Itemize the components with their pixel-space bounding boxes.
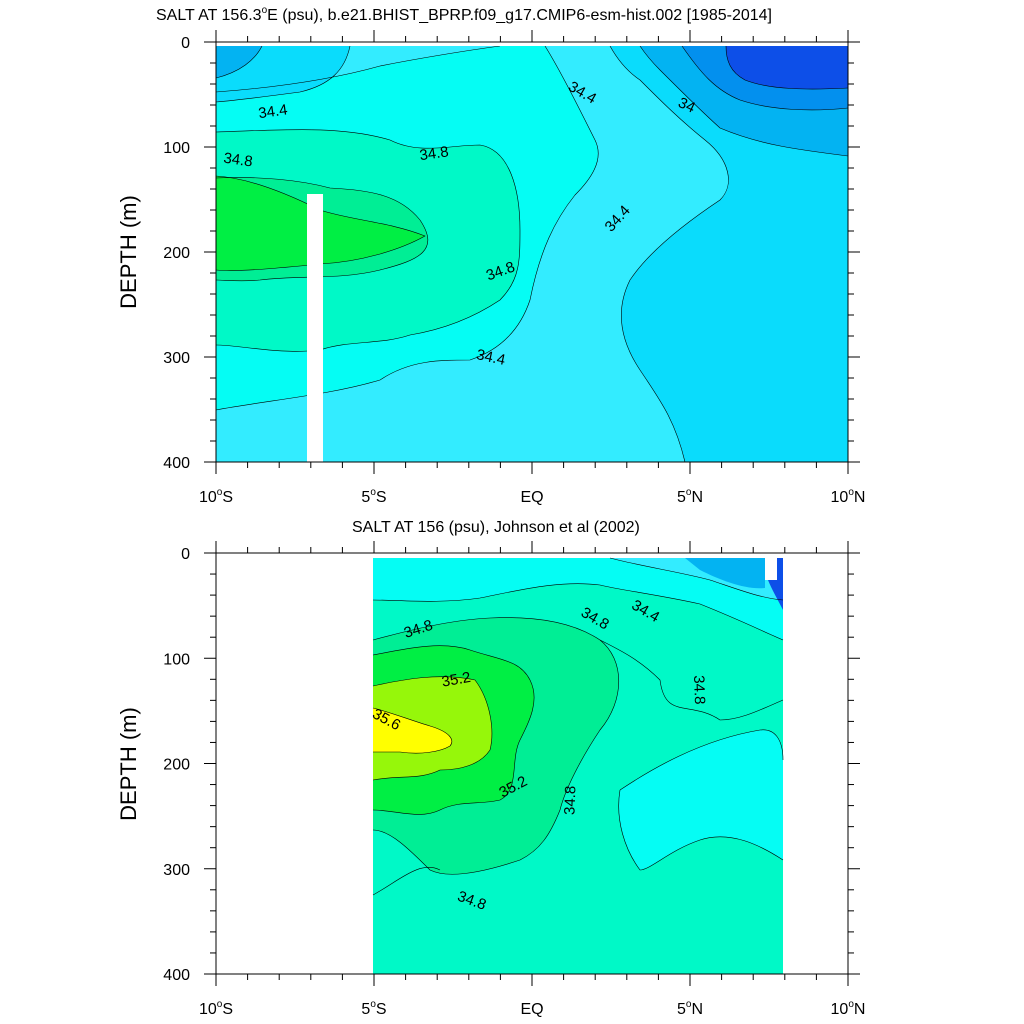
top-xtick-label-0: 10oS (199, 487, 233, 506)
top-ytick-label-2: 200 (163, 245, 190, 262)
top-ytick-label-0: 0 (181, 35, 190, 52)
top-panel: SALT AT 156.3oE (psu), b.e21.BHIST_BPRP.… (116, 5, 865, 506)
top-title-degree: o (262, 5, 268, 16)
bottom-xtick-label-1: 5oS (361, 999, 386, 1018)
bottom-missing-block (765, 558, 777, 580)
top-contour-label-6: 34 (675, 94, 697, 116)
bottom-axes: 0 100 200 300 400 10oS 5oS EQ 5oN 10oN (163, 541, 865, 1018)
bottom-plot-area: 34.8 34.8 34.435.235.635.2 34.834.834.8 (370, 557, 784, 974)
bottom-ylabel: DEPTH (m) (116, 707, 141, 821)
top-axes: 0 100 200 300 400 10oS 5oS EQ 5oN 10oN (163, 30, 865, 506)
top-title: SALT AT 156.3oE (psu), b.e21.BHIST_BPRP.… (156, 5, 772, 24)
top-contour-label-0: 34.4 (257, 101, 288, 122)
bottom-contour-label-7: 34.8 (690, 675, 708, 705)
bottom-contour-label-6: 34.8 (561, 785, 579, 815)
bottom-contours (372, 557, 784, 896)
top-missing-data-strip (307, 194, 323, 462)
top-ytick-label-1: 100 (163, 140, 190, 157)
top-region-34p2 (610, 46, 848, 462)
bottom-panel: SALT AT 156 (psu), Johnson et al (2002) (116, 519, 865, 1018)
top-title-main: SALT AT 156.3 (156, 7, 262, 24)
top-xtick-label-1: 5oS (361, 487, 386, 506)
top-xtick-label-4: 10oN (831, 487, 866, 506)
top-xtick-label-3: 5oN (677, 487, 703, 506)
top-xtick-label-2: EQ (520, 489, 543, 506)
bottom-band-35p6 (373, 708, 452, 754)
bottom-xtick-label-2: EQ (520, 1001, 543, 1018)
bottom-east-lens (618, 729, 783, 870)
bottom-ytick-label-2: 200 (163, 757, 190, 774)
bottom-ytick-label-4: 400 (163, 967, 190, 984)
top-contour-label-4: 34.4 (475, 346, 507, 369)
bottom-surface-layer (373, 558, 783, 640)
top-ytick-label-4: 400 (163, 455, 190, 472)
bottom-title: SALT AT 156 (psu), Johnson et al (2002) (352, 519, 640, 536)
bottom-xtick-label-0: 10oS (199, 999, 233, 1018)
bottom-contour-label-3: 35.2 (440, 669, 472, 691)
top-surface-gap (216, 42, 848, 46)
bottom-ytick-label-1: 100 (163, 651, 190, 668)
top-title-rest: E (psu), b.e21.BHIST_BPRP.f09_g17.CMIP6-… (267, 7, 772, 24)
top-west-34p0 (216, 46, 262, 78)
bottom-ytick-label-3: 300 (163, 862, 190, 879)
bottom-surface-34 (685, 558, 765, 589)
top-contour-label-2: 34.8 (418, 143, 449, 164)
bottom-xtick-label-3: 5oN (677, 999, 703, 1018)
top-ytick-label-3: 300 (163, 350, 190, 367)
top-contour-label-1: 34.8 (222, 150, 253, 171)
bottom-xtick-label-4: 10oN (831, 999, 866, 1018)
bottom-ytick-label-0: 0 (181, 546, 190, 563)
top-ylabel: DEPTH (m) (116, 195, 141, 309)
top-region-33p6 (726, 46, 848, 90)
top-contours (215, 45, 849, 463)
